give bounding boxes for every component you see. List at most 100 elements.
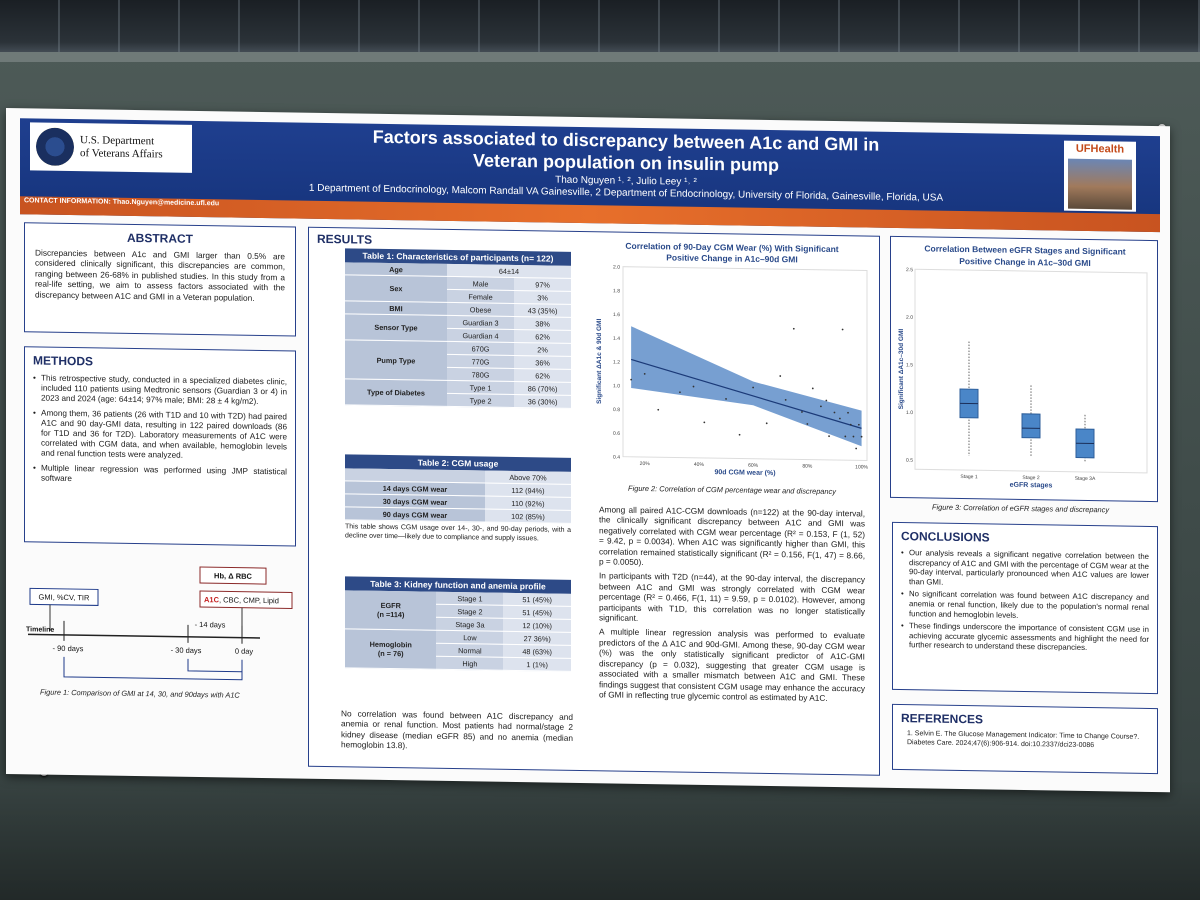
- uf-health-logo: UFHealth: [1064, 140, 1136, 212]
- conclusions-list: Our analysis reveals a significant negat…: [901, 548, 1149, 654]
- cell: 670G: [446, 341, 515, 356]
- figure1-caption: Figure 1: Comparison of GMI at 14, 30, a…: [40, 688, 240, 700]
- y-tick-label: 1.5: [906, 362, 913, 368]
- fig2-ylabel: Significant ΔA1c & 90d GMI: [596, 318, 603, 404]
- methods-box: METHODS This retrospective study, conduc…: [24, 346, 296, 547]
- box: [1021, 413, 1041, 439]
- cell: 86 (70%): [514, 381, 571, 396]
- cell: Guardian 3: [446, 315, 515, 330]
- references-box: REFERENCES 1. Selvin E. The Glucose Mana…: [892, 703, 1158, 775]
- data-point: [692, 385, 695, 388]
- data-point: [828, 435, 830, 438]
- data-point: [738, 433, 741, 436]
- cell: Normal: [436, 643, 504, 658]
- hospital-photo: [1068, 158, 1132, 210]
- data-point: [725, 398, 727, 400]
- cell: Sex: [345, 274, 447, 303]
- y-tick-label: 1.0: [906, 410, 913, 416]
- x-tick-label: 80%: [802, 464, 813, 470]
- data-point: [852, 435, 855, 438]
- va-seal-icon: [36, 127, 74, 167]
- timeline-label: Timeline: [26, 626, 54, 633]
- gmi-box: [29, 587, 99, 606]
- cell: Type of Diabetes: [345, 378, 447, 407]
- research-poster: CONTACT INFORMATION: Thao.Nguyen@medicin…: [6, 108, 1170, 793]
- table3-grid: EGFR (n =114) Stage 1 51 (45%) Stage 2 51 (4…: [345, 590, 571, 672]
- table3: Table 3: Kidney function and anemia prof…: [345, 576, 571, 672]
- cell: EGFR (n =114): [345, 590, 437, 631]
- table1-grid: Age 64±14 Sex Male 97% Female 3% BMI Obese 43 …: [345, 262, 571, 409]
- conclusions-bullet: These findings underscore the importance…: [901, 621, 1149, 654]
- cell: Stage 3a: [436, 617, 504, 632]
- figure2-text: Among all paired A1C-CGM downloads (n=12…: [599, 504, 865, 703]
- y-tick-label: 2.5: [906, 267, 913, 273]
- cell: 36 (30%): [514, 394, 571, 409]
- methods-heading: METHODS: [33, 353, 93, 369]
- conclusions-box: CONCLUSIONS Our analysis reveals a signi…: [892, 521, 1158, 695]
- cell: 43 (35%): [514, 303, 571, 318]
- hb-n: (n = 76): [377, 648, 404, 659]
- data-point: [801, 411, 803, 413]
- t14-label: - 14 days: [195, 620, 226, 629]
- t30-label: - 30 days: [171, 646, 202, 655]
- data-point: [779, 375, 782, 377]
- figure2-chart: Correlation of 90-Day CGM Wear (%) With …: [596, 241, 869, 496]
- egfr-label: EGFR: [380, 600, 401, 611]
- data-point: [838, 417, 841, 420]
- conclusions-bullet: No significant correlation was found bet…: [901, 589, 1149, 622]
- board-frame: [0, 52, 1200, 62]
- y-tick-label: 1.8: [613, 288, 620, 294]
- y-tick-label: 1.6: [613, 312, 620, 318]
- cell: Hemoglobin (n = 76): [345, 628, 437, 670]
- data-point: [806, 423, 809, 425]
- x-tick-label: Stage 3A: [1075, 476, 1096, 482]
- confidence-band: [631, 326, 862, 447]
- cell: Pump Type: [345, 339, 447, 381]
- data-point: [679, 391, 681, 394]
- results-heading: RESULTS: [317, 231, 373, 247]
- data-point: [841, 328, 844, 331]
- fig2-title-line2: Positive Change in A1c–90d GMI: [666, 252, 797, 264]
- reference-item: 1. Selvin E. The Glucose Management Indi…: [907, 730, 1140, 750]
- table2: Table 2: CGM usage Above 70% 14 days CGM…: [345, 454, 571, 544]
- cell: 97%: [514, 277, 571, 292]
- data-point: [849, 423, 852, 426]
- cell: Obese: [446, 302, 515, 317]
- figure3-box: Correlation Between eGFR Stages and Sign…: [890, 235, 1158, 503]
- methods-bullet: Multiple linear regression was performed…: [33, 463, 287, 487]
- va-logo: U.S. Department of Veterans Affairs: [30, 122, 192, 173]
- fig3-title-line2: Positive Change in A1c–30d GMI: [959, 256, 1090, 268]
- cell: Stage 2: [436, 604, 504, 619]
- fig3-caption: Figure 3: Correlation of eGFR stages and…: [932, 502, 1110, 515]
- conclusions-bullet: Our analysis reveals a significant negat…: [901, 548, 1149, 590]
- y-tick-label: 0.8: [613, 407, 620, 413]
- cell: 2%: [514, 342, 571, 357]
- cell: Type 1: [446, 380, 515, 395]
- fig2-caption: Figure 2: Correlation of CGM percentage …: [628, 484, 837, 496]
- cell: Type 2: [446, 393, 515, 408]
- regression-line: [630, 358, 862, 429]
- y-tick-label: 0.6: [613, 431, 620, 437]
- table2-note: This table shows CGM usage over 14-, 30-…: [345, 523, 571, 542]
- y-tick-label: 2.0: [613, 265, 620, 271]
- t90-label: - 90 days: [53, 644, 84, 653]
- methods-bullet: Among them, 36 patients (26 with T1D and…: [33, 408, 287, 463]
- table1: Table 1: Characteristics of participants…: [345, 248, 571, 409]
- comparison-bracket: [63, 656, 243, 681]
- fig3-marks: 0.5 1.0 1.5 2.0 2.5 Stage 1 Stage 2 Stage 3A: [906, 267, 1096, 482]
- methods-bullet: This retrospective study, conducted in a…: [33, 373, 287, 408]
- data-point: [752, 386, 755, 389]
- cell: Stage 1: [436, 591, 504, 606]
- hb-box: [199, 566, 267, 585]
- cell: 102 (85%): [484, 509, 571, 524]
- paragraph: A multiple linear regression analysis wa…: [599, 626, 865, 703]
- lab-box: [199, 590, 293, 610]
- data-point: [825, 399, 828, 402]
- cell: Sensor Type: [345, 313, 447, 342]
- cell: 110 (92%): [484, 496, 571, 511]
- cell: 38%: [514, 316, 571, 331]
- x-tick-label: Stage 1: [960, 474, 977, 480]
- ceiling: [0, 0, 1200, 60]
- t0-label: 0 day: [235, 647, 254, 656]
- references-heading: REFERENCES: [901, 711, 984, 727]
